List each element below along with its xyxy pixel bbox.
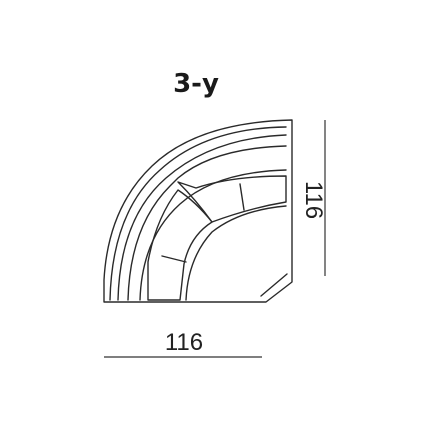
- cushion-seam-left: [161, 255, 187, 263]
- backrest-line-2: [117, 134, 287, 301]
- depth-dimension-label: 116: [300, 181, 327, 219]
- depth-dimension: 116: [300, 120, 327, 276]
- corner-sofa-outline: [103, 119, 293, 303]
- back-cushion-edge: [139, 169, 287, 301]
- width-dimension: 116: [104, 329, 262, 358]
- seat-cushion-right: [177, 175, 287, 223]
- seat-front-edge: [185, 205, 287, 301]
- outer-back-edge: [103, 119, 293, 303]
- width-dimension-label: 116: [165, 329, 203, 356]
- seat-cushion-left: [147, 189, 213, 301]
- backrest-line-1: [109, 126, 287, 301]
- module-title: 3-y: [173, 69, 219, 99]
- cushion-seam-right: [239, 183, 245, 211]
- front-corner-edge: [260, 273, 288, 297]
- backrest-line-3: [127, 145, 287, 301]
